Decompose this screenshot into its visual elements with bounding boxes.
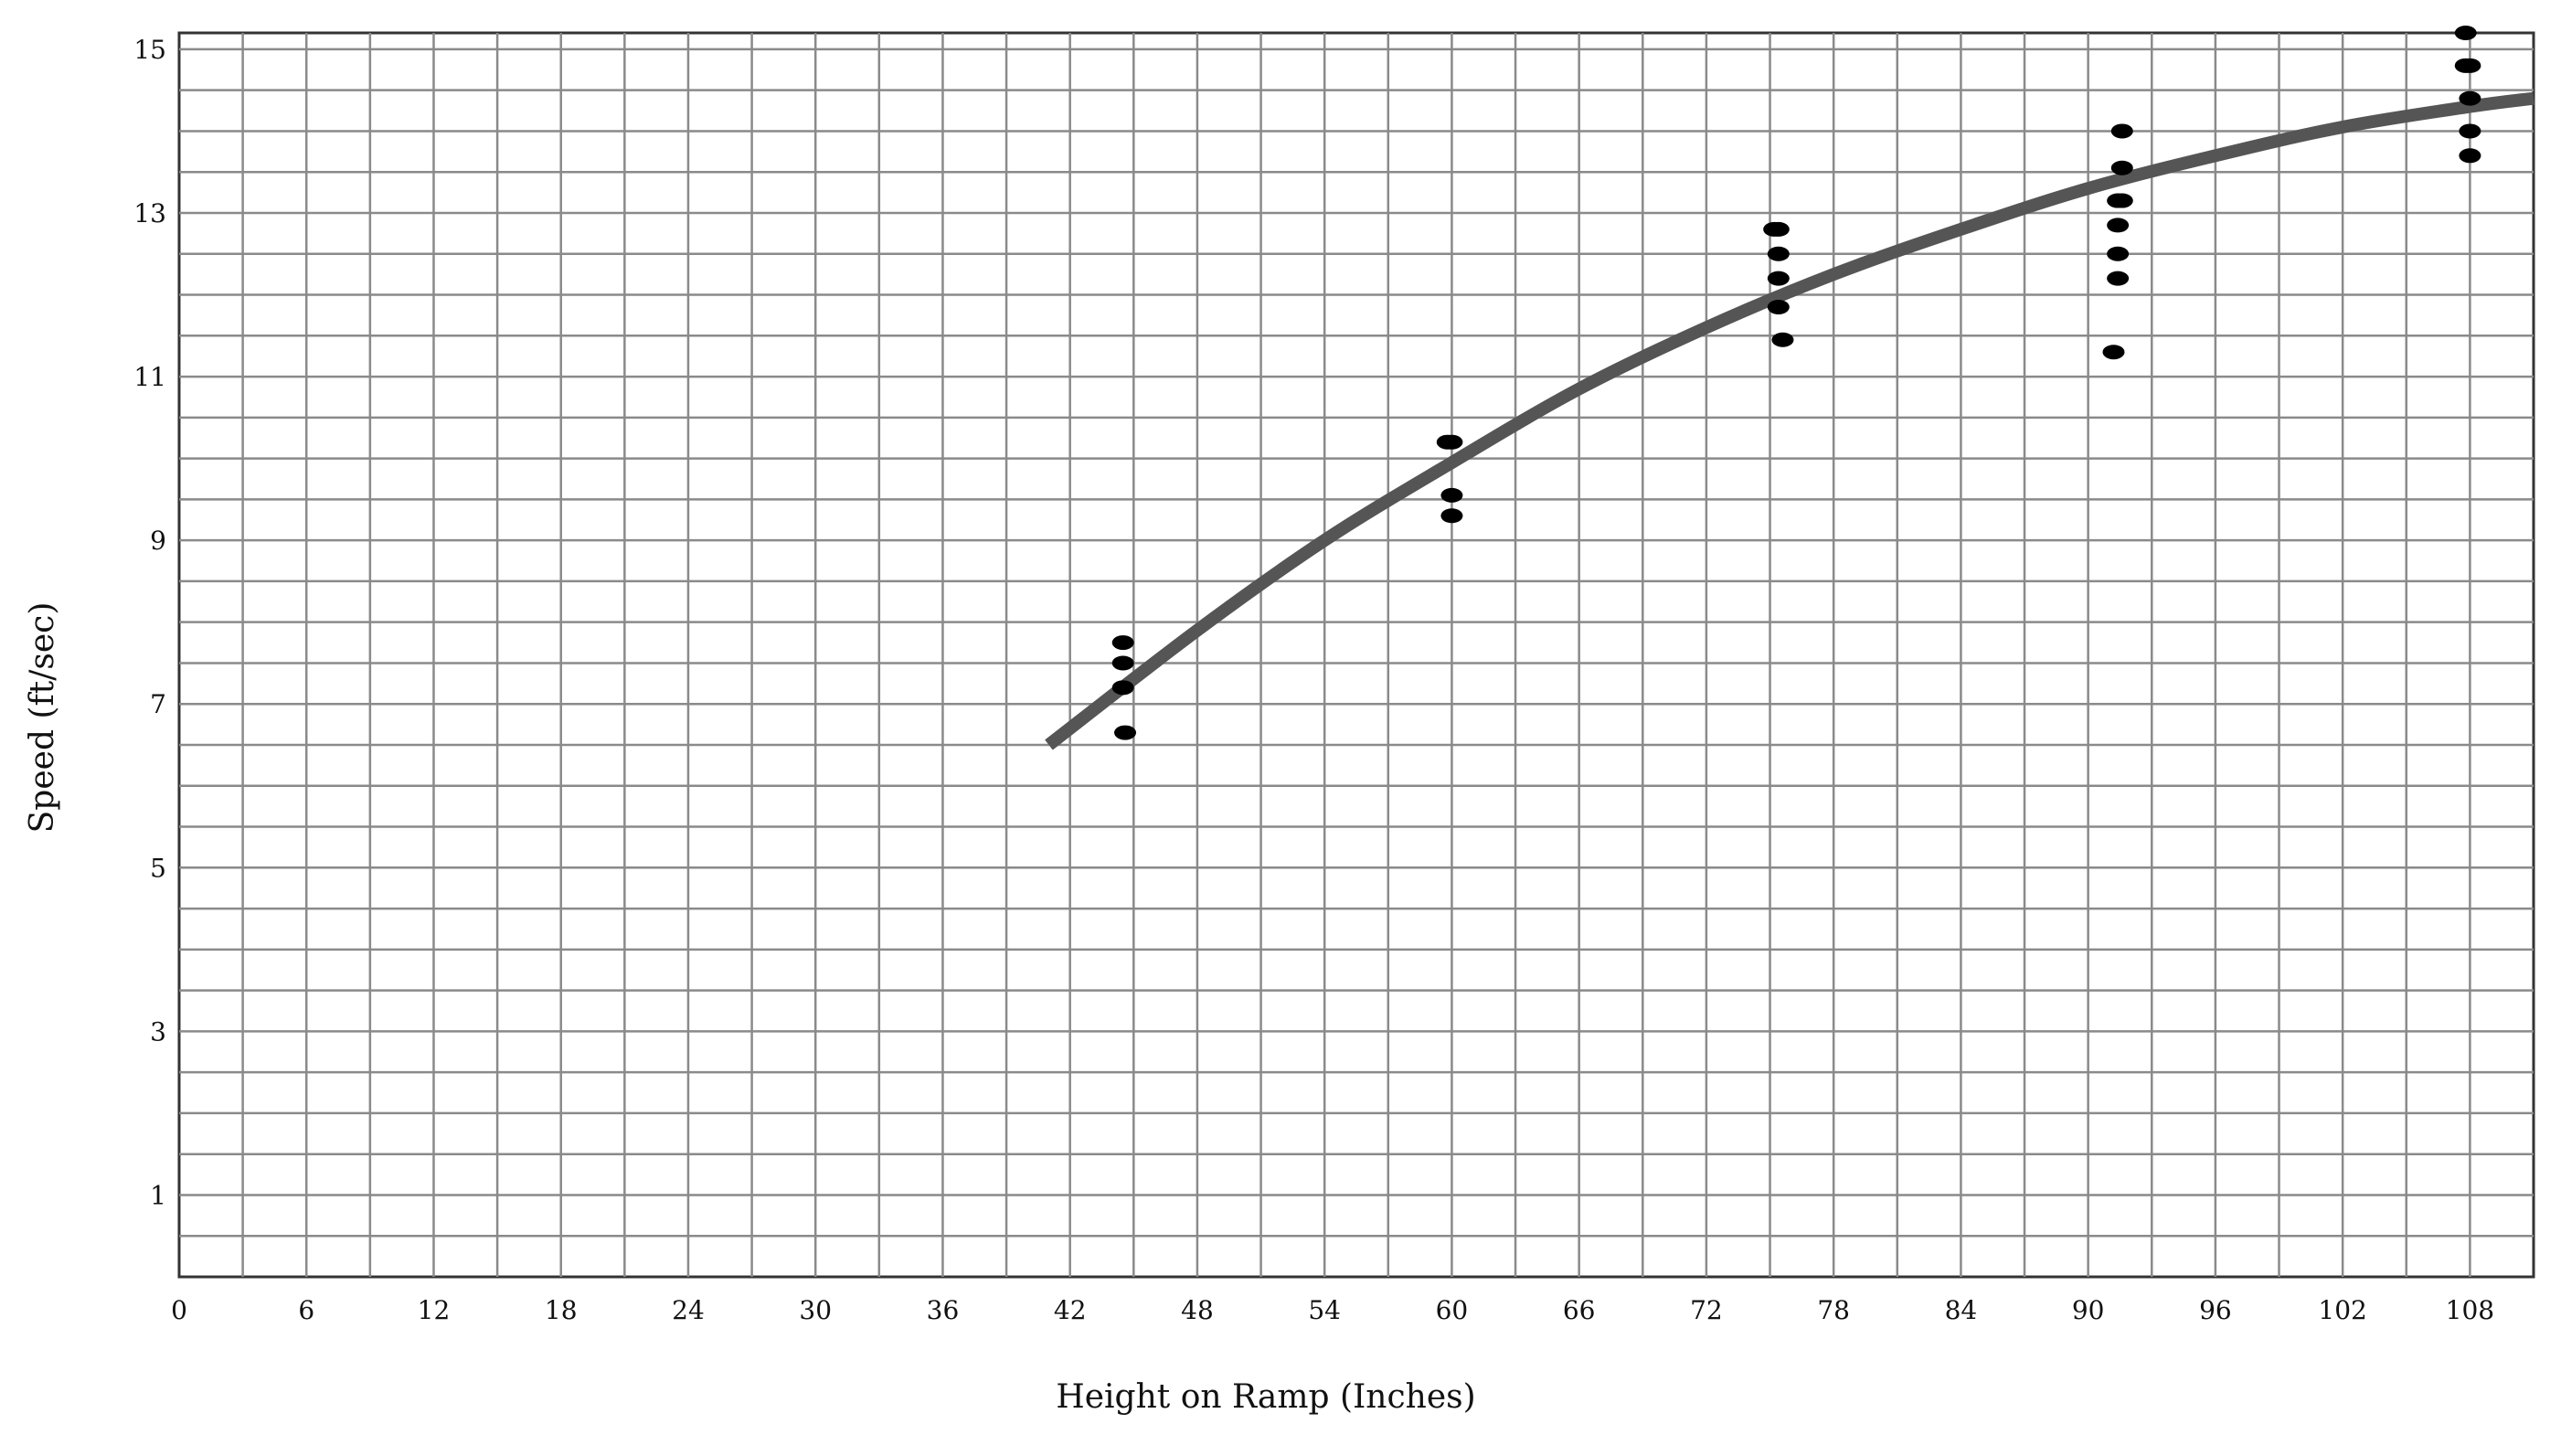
x-tick-label: 90 [2072,1295,2105,1325]
data-point [2102,345,2125,360]
x-tick-label: 102 [2318,1295,2366,1325]
x-tick-label: 108 [2446,1295,2494,1325]
trend-curve [1045,91,2534,750]
x-tick-label: 84 [1945,1295,1978,1325]
y-tick-label: 13 [133,198,166,228]
x-axis-title: Height on Ramp (Inches) [1056,1378,1475,1416]
y-tick-label: 7 [150,689,166,719]
y-tick-label: 3 [150,1016,166,1047]
data-point [2110,123,2133,139]
data-point [2459,123,2481,139]
x-tick-label: 66 [1563,1295,1596,1325]
grid [177,31,2535,1279]
data-point [2107,271,2130,286]
x-tick-label: 6 [298,1295,314,1325]
data-point [1440,508,1463,524]
plot-frame [177,31,2535,1279]
y-tick-label: 11 [133,362,166,392]
data-point [2459,90,2481,106]
y-tick-label: 1 [150,1180,166,1210]
data-point [1111,655,1134,671]
x-axis-ticks: 0 6 12 18 24 30 36 42 48 54 60 66 72 78 84 90 96 102 108 [171,1295,2494,1325]
data-point [2107,218,2130,233]
data-point [1111,680,1134,696]
x-tick-label: 36 [927,1295,960,1325]
x-tick-label: 78 [1817,1295,1850,1325]
data-points-layer [1111,26,2481,740]
data-point [2459,148,2481,164]
data-point [1767,221,1790,237]
data-point [1440,434,1463,450]
x-tick-label: 42 [1054,1295,1087,1325]
data-point [1767,271,1790,286]
y-tick-label: 15 [133,35,166,65]
data-point [2454,26,2477,40]
data-point [2110,193,2133,208]
data-point [1767,299,1790,314]
x-tick-label: 48 [1181,1295,1214,1325]
data-point [2107,246,2130,261]
data-point [2110,160,2133,175]
x-tick-label: 30 [799,1295,832,1325]
y-tick-label: 9 [150,526,166,556]
data-point [2459,58,2481,73]
trend-curve-layer [1045,91,2534,750]
y-tick-label: 5 [150,853,166,883]
x-tick-label: 72 [1690,1295,1723,1325]
x-tick-label: 24 [672,1295,705,1325]
x-tick-label: 60 [1436,1295,1469,1325]
x-tick-label: 18 [545,1295,578,1325]
x-tick-label: 96 [2199,1295,2232,1325]
data-point [1771,332,1794,347]
data-point [1114,725,1137,740]
data-point [1111,635,1134,651]
x-tick-label: 54 [1308,1295,1341,1325]
y-axis-title: Speed (ft/sec) [24,602,61,834]
x-tick-label: 12 [418,1295,451,1325]
data-point [1767,246,1790,261]
x-tick-label: 0 [171,1295,187,1325]
data-point [1440,487,1463,503]
